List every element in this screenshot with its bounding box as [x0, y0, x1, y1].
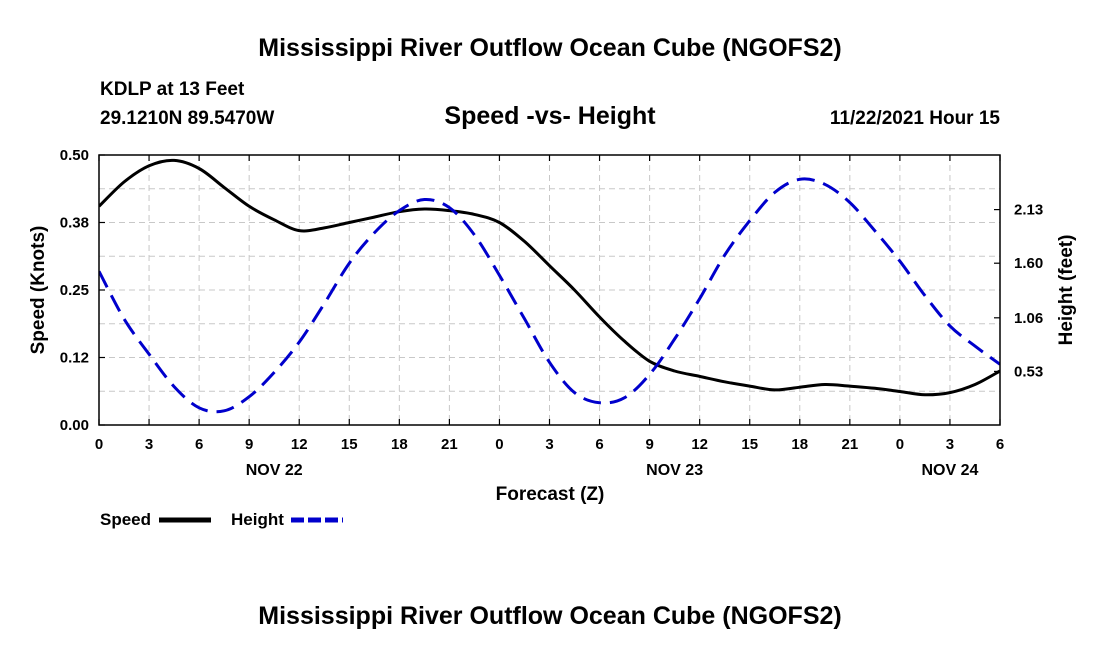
location-label: 29.1210N 89.5470W — [100, 108, 274, 129]
x-tick-label: 15 — [341, 436, 358, 453]
legend-label-height: Height — [231, 510, 284, 529]
chart-title: Mississippi River Outflow Ocean Cube (NG… — [258, 34, 841, 62]
x-tick-label: 3 — [946, 436, 954, 453]
footer-title: Mississippi River Outflow Ocean Cube (NG… — [258, 602, 841, 630]
legend-label-speed: Speed — [100, 510, 151, 529]
x-date-label: NOV 24 — [921, 462, 978, 479]
y-left-tick-label: 0.38 — [60, 215, 89, 232]
series-line-height — [99, 177, 1000, 414]
x-tick-label: 15 — [741, 436, 758, 453]
x-tick-label: 3 — [145, 436, 153, 453]
y-right-tick-label: 2.13 — [1014, 202, 1043, 219]
x-tick-label: 18 — [791, 436, 808, 453]
x-tick-label: 21 — [441, 436, 458, 453]
y-right-tick-label: 1.06 — [1014, 310, 1043, 327]
chart-subtitle: Speed -vs- Height — [444, 102, 656, 130]
x-tick-label: 21 — [841, 436, 858, 453]
grid — [99, 155, 1000, 425]
x-tick-label: 9 — [245, 436, 253, 453]
x-tick-label: 18 — [391, 436, 408, 453]
x-tick-label: 6 — [996, 436, 1004, 453]
y-left-tick-label: 0.12 — [60, 350, 89, 367]
x-tick-label: 12 — [691, 436, 708, 453]
x-tick-label: 3 — [545, 436, 553, 453]
datetime-label: 11/22/2021 Hour 15 — [830, 108, 1000, 129]
y-axis-right-label: Height (feet) — [1056, 235, 1077, 346]
y-right-tick-label: 1.60 — [1014, 255, 1043, 272]
x-date-label: NOV 23 — [646, 462, 703, 479]
y-right-tick-label: 0.53 — [1014, 363, 1043, 380]
series-layer — [99, 158, 1000, 414]
x-tick-label: 0 — [495, 436, 503, 453]
station-label: KDLP at 13 Feet — [100, 79, 245, 100]
series-line-speed — [99, 158, 1000, 397]
x-tick-label: 6 — [595, 436, 603, 453]
axis-ticks: 0 3 6 9 12 15 18 21 0 3 6 9 12 15 18 21 0 3 6 0.00 0.12 0.25 0… — [60, 147, 1043, 479]
y-left-tick-label: 0.25 — [60, 282, 89, 299]
x-tick-label: 6 — [195, 436, 203, 453]
y-axis-left-label: Speed (Knots) — [28, 226, 49, 355]
y-left-tick-label: 0.00 — [60, 417, 89, 434]
y-left-tick-label: 0.50 — [60, 147, 89, 164]
x-tick-label: 9 — [645, 436, 653, 453]
x-tick-label: 0 — [896, 436, 904, 453]
x-tick-label: 12 — [291, 436, 308, 453]
legend: Speed Height — [100, 510, 343, 529]
x-tick-label: 0 — [95, 436, 103, 453]
x-axis-label: Forecast (Z) — [496, 484, 605, 505]
x-date-label: NOV 22 — [246, 462, 303, 479]
